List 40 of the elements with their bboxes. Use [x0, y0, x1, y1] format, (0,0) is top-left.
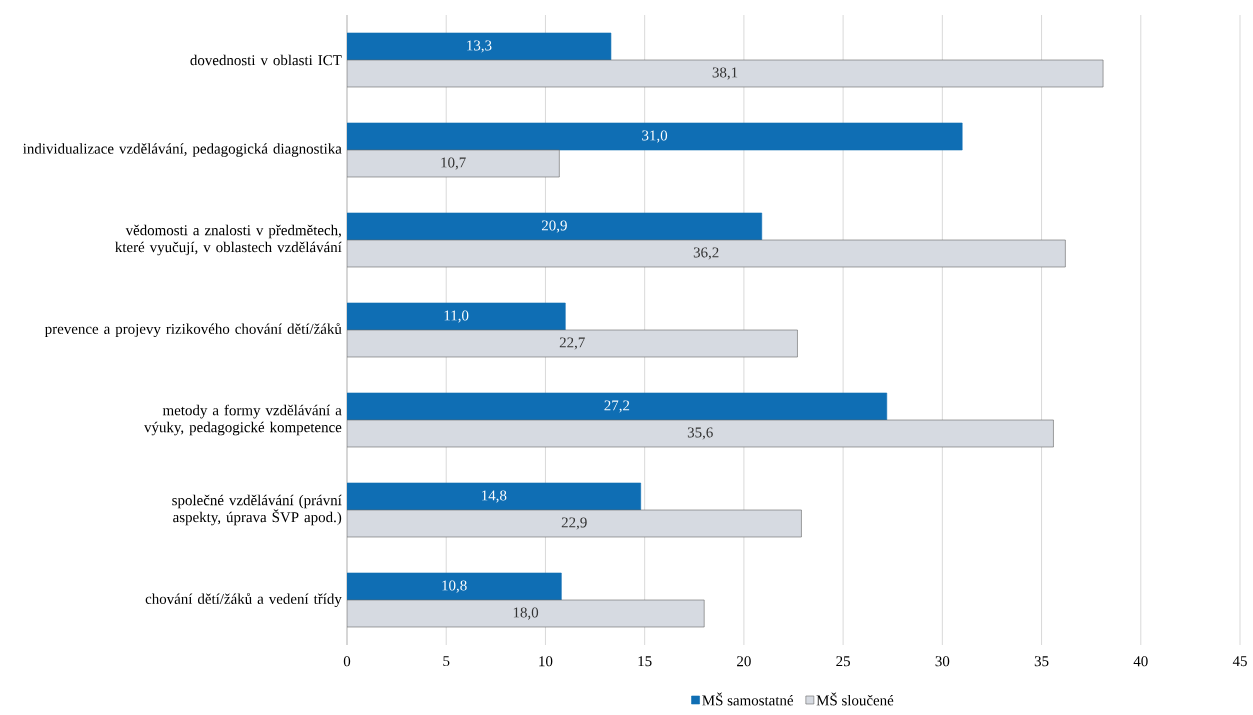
x-tick-label: 20 — [737, 656, 751, 667]
x-tick-label: 15 — [638, 656, 652, 667]
legend-label: MŠ samostatné — [702, 692, 794, 706]
data-label: 18,0 — [513, 607, 539, 620]
x-tick-label: 35 — [1034, 656, 1049, 667]
data-label: 11,0 — [444, 310, 469, 323]
y-tick-label: společné vzdělávání (právní aspekty, úprava ŠVP apod.) — [172, 494, 342, 526]
data-label: 22,7 — [559, 337, 585, 350]
x-tick-label: 0 — [343, 656, 351, 667]
bar — [347, 59, 1104, 88]
x-tick-label: 30 — [935, 656, 950, 667]
data-label: 35,6 — [687, 427, 713, 440]
data-label: 13,3 — [467, 40, 492, 53]
bar — [347, 419, 1054, 448]
bar — [347, 239, 1066, 268]
x-tick-label: 5 — [443, 656, 450, 667]
y-tick-label: dovednosti v oblasti ICT — [190, 54, 342, 66]
x-tick-label: 45 — [1232, 656, 1247, 667]
data-label: 20,9 — [541, 220, 567, 233]
data-label: 10,7 — [441, 157, 466, 170]
bar — [347, 509, 802, 538]
data-label: 31,0 — [642, 130, 668, 143]
x-tick-label: 25 — [836, 656, 850, 667]
data-label: 27,2 — [604, 400, 630, 413]
bar — [347, 149, 560, 178]
y-tick-label: vědomosti a znalosti v předmětech, které vyučují, v oblastech vzdělávání — [115, 224, 342, 256]
data-label: 14,8 — [482, 490, 507, 503]
data-label: 36,2 — [693, 247, 719, 260]
data-label: 38,1 — [712, 67, 738, 80]
x-tick-label: 40 — [1133, 656, 1148, 667]
data-label: 22,9 — [561, 517, 587, 530]
bar — [347, 599, 705, 628]
y-tick-label: individualizace vzdělávání, pedagogická diagnostika — [23, 143, 342, 157]
y-tick-label: prevence a projevy rizikového chování dětí/žáků — [44, 322, 342, 338]
legend-label: MŠ sloučené — [816, 692, 894, 706]
y-tick-label: chování dětí/žáků a vedení třídy — [145, 592, 342, 608]
bar — [347, 329, 798, 358]
x-tick-label: 10 — [539, 656, 553, 667]
data-label: 10,8 — [442, 580, 467, 593]
y-tick-label: metody a formy vzdělávání a výuky, pedagogické kompetence — [144, 404, 342, 436]
